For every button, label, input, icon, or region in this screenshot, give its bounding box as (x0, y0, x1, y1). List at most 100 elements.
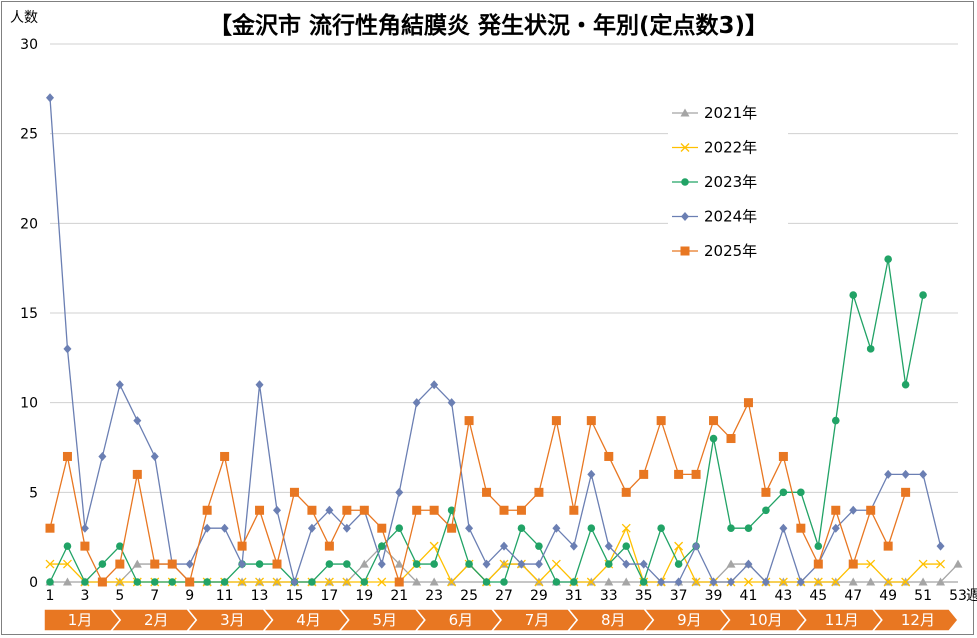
data-point (185, 577, 195, 587)
data-point-stroke (936, 559, 945, 569)
data-point (360, 578, 369, 586)
data-point (779, 488, 788, 497)
data-point (220, 451, 230, 461)
data-point (81, 578, 89, 586)
data-point (343, 560, 351, 568)
data-point (656, 416, 666, 426)
data-point (901, 487, 911, 497)
data-point (447, 506, 456, 515)
data-point (308, 578, 316, 586)
data-point-stroke (621, 523, 631, 533)
data-point (779, 523, 788, 533)
legend-item: 2021年 (672, 104, 757, 122)
data-point (63, 344, 72, 354)
data-point (516, 505, 526, 515)
data-point (604, 541, 613, 551)
data-point (604, 577, 614, 586)
y-tick-label: 10 (20, 396, 38, 412)
data-point (255, 577, 264, 587)
data-point (551, 416, 561, 426)
x-tick-label: 15 (286, 588, 304, 604)
data-point (657, 577, 666, 587)
y-tick-label: 5 (29, 485, 38, 501)
data-point (552, 578, 561, 586)
data-point (778, 577, 788, 587)
data-point-stroke (342, 577, 352, 587)
data-point (359, 505, 369, 515)
legend-item: 2024年 (672, 208, 757, 226)
data-point (866, 559, 876, 569)
data-point (674, 469, 684, 479)
data-point (447, 398, 456, 408)
data-point (63, 559, 72, 569)
data-point-stroke (831, 577, 841, 587)
data-point (866, 505, 876, 515)
data-point (621, 487, 631, 497)
data-point (762, 506, 770, 515)
data-point (744, 577, 753, 587)
data-point (831, 523, 840, 533)
data-point (237, 541, 247, 551)
x-axis-label: 週 (966, 588, 977, 604)
data-point (359, 559, 369, 568)
data-point (727, 524, 735, 532)
data-point (220, 523, 229, 533)
data-point-stroke (499, 559, 509, 569)
data-point (761, 577, 770, 587)
data-point (62, 577, 72, 586)
data-point (569, 541, 578, 551)
data-point (395, 524, 404, 532)
data-point (681, 212, 689, 221)
data-point (430, 560, 438, 568)
data-point (883, 577, 893, 587)
month-chevron (871, 608, 959, 632)
data-point (639, 559, 648, 569)
data-point (726, 434, 736, 444)
data-point (534, 487, 544, 497)
data-point (500, 578, 508, 586)
month-label: 7月 (525, 611, 550, 629)
data-point (674, 577, 683, 587)
data-point (167, 559, 177, 569)
legend-label: 2024年 (704, 208, 757, 226)
x-tick-label: 37 (670, 588, 688, 604)
data-point (551, 559, 561, 569)
data-point (569, 505, 579, 515)
month-label: 3月 (220, 611, 245, 629)
data-point (831, 505, 841, 515)
data-point (482, 487, 492, 497)
data-point (813, 577, 823, 587)
data-point-stroke (551, 559, 561, 569)
data-point (918, 559, 928, 569)
data-point (80, 541, 90, 551)
data-point (849, 291, 858, 299)
data-point-stroke (674, 541, 684, 551)
data-point (377, 523, 387, 533)
series-2025年 (45, 398, 911, 587)
data-point-stroke (901, 577, 911, 587)
x-tick-label: 5 (115, 588, 124, 604)
data-point (884, 255, 892, 263)
x-tick-label: 29 (530, 588, 548, 604)
x-tick-label: 1 (46, 588, 55, 604)
data-point (709, 577, 718, 587)
data-point (63, 542, 72, 550)
data-point (98, 451, 107, 461)
data-point-stroke (691, 577, 701, 587)
data-point (604, 560, 613, 568)
data-point (255, 560, 264, 568)
x-tick-label: 25 (460, 588, 478, 604)
data-point (377, 542, 386, 550)
data-point (342, 523, 351, 533)
data-point (465, 523, 474, 533)
data-point (535, 542, 543, 550)
month-label: 8月 (601, 611, 626, 629)
data-point (639, 578, 648, 586)
data-point-stroke (255, 577, 264, 587)
data-point (429, 505, 439, 515)
data-point-stroke (680, 143, 690, 152)
x-tick-label: 9 (185, 588, 194, 604)
data-point-stroke (45, 559, 55, 569)
data-point (447, 523, 457, 533)
